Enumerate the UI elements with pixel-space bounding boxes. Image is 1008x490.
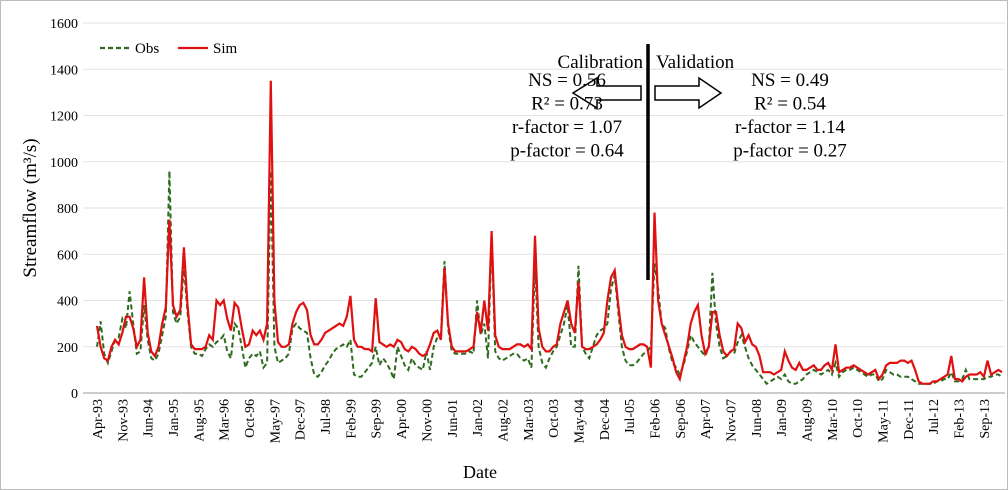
x-tick-label: Jan-02 xyxy=(471,399,486,436)
x-tick-label: Nov-00 xyxy=(420,399,435,442)
y-axis-label: Streamflow (m³/s) xyxy=(20,138,41,277)
y-tick-label: 1000 xyxy=(50,156,78,171)
x-tick-label: Feb-06 xyxy=(648,399,663,439)
legend-label: Obs xyxy=(135,41,159,57)
validation-label: Validation xyxy=(656,52,735,73)
y-tick-label: 1200 xyxy=(50,110,78,125)
x-tick-label: Dec-04 xyxy=(598,399,613,440)
stat-text: R² = 0.54 xyxy=(754,94,826,115)
y-tick-label: 1400 xyxy=(50,63,78,78)
x-tick-label: Nov-07 xyxy=(725,399,740,442)
x-tick-label: Apr-07 xyxy=(699,399,714,439)
x-tick-label: May-04 xyxy=(572,399,587,443)
x-tick-label: May-11 xyxy=(877,399,892,443)
x-tick-label: Jun-01 xyxy=(446,399,461,437)
y-tick-label: 800 xyxy=(57,202,78,217)
series-line xyxy=(95,80,1003,385)
x-tick-label: Sep-13 xyxy=(978,399,993,439)
x-tick-label: Jul-98 xyxy=(319,399,334,434)
x-tick-label: Dec-11 xyxy=(902,399,917,440)
x-tick-label: Oct-96 xyxy=(243,399,258,438)
legend-label: Sim xyxy=(213,41,238,57)
x-tick-label: Jun-94 xyxy=(142,399,157,437)
x-tick-label: Dec-97 xyxy=(294,399,309,440)
x-tick-label: Sep-06 xyxy=(674,399,689,439)
x-tick-label: Jul-12 xyxy=(927,399,942,434)
y-tick-label: 400 xyxy=(57,295,78,310)
x-tick-label: Oct-03 xyxy=(547,399,562,438)
stat-text: R² = 0.73 xyxy=(531,94,603,115)
y-tick-label: 200 xyxy=(57,341,78,356)
y-tick-label: 1600 xyxy=(50,17,78,32)
series-line xyxy=(96,170,1003,386)
validation-arrow xyxy=(654,76,723,110)
x-tick-label: Mar-03 xyxy=(522,399,537,441)
x-tick-label: May-97 xyxy=(268,399,283,443)
x-tick-label: Mar-10 xyxy=(826,399,841,441)
x-tick-label: Aug-95 xyxy=(192,399,207,442)
y-tick-label: 600 xyxy=(57,248,78,263)
stat-text: p-factor = 0.27 xyxy=(733,141,847,162)
x-tick-label: Feb-13 xyxy=(953,399,968,439)
x-tick-label: Jun-08 xyxy=(750,399,765,437)
calibration-label: Calibration xyxy=(558,52,644,73)
x-tick-label: Aug-09 xyxy=(801,399,816,442)
x-tick-label: Oct-10 xyxy=(851,399,866,438)
x-tick-label: Jul-05 xyxy=(623,399,638,434)
x-tick-label: Nov-93 xyxy=(116,399,131,442)
x-tick-label: Aug-02 xyxy=(496,399,511,442)
stat-text: r-factor = 1.07 xyxy=(512,117,622,138)
stat-text: NS = 0.56 xyxy=(528,70,606,91)
y-tick-label: 0 xyxy=(71,387,78,402)
x-tick-label: Apr-00 xyxy=(395,399,410,439)
x-tick-label: Sep-99 xyxy=(370,399,385,439)
x-tick-label: Feb-99 xyxy=(344,399,359,439)
stat-text: NS = 0.49 xyxy=(751,70,829,91)
stat-text: r-factor = 1.14 xyxy=(735,117,846,138)
x-tick-label: Apr-93 xyxy=(91,399,106,439)
calibration-arrow xyxy=(571,76,642,110)
x-axis-label: Date xyxy=(463,462,497,482)
x-tick-label: Jan-09 xyxy=(775,399,790,436)
stat-text: p-factor = 0.64 xyxy=(510,141,624,162)
x-tick-label: Jan-95 xyxy=(167,399,182,436)
x-tick-label: Mar-96 xyxy=(218,399,233,441)
